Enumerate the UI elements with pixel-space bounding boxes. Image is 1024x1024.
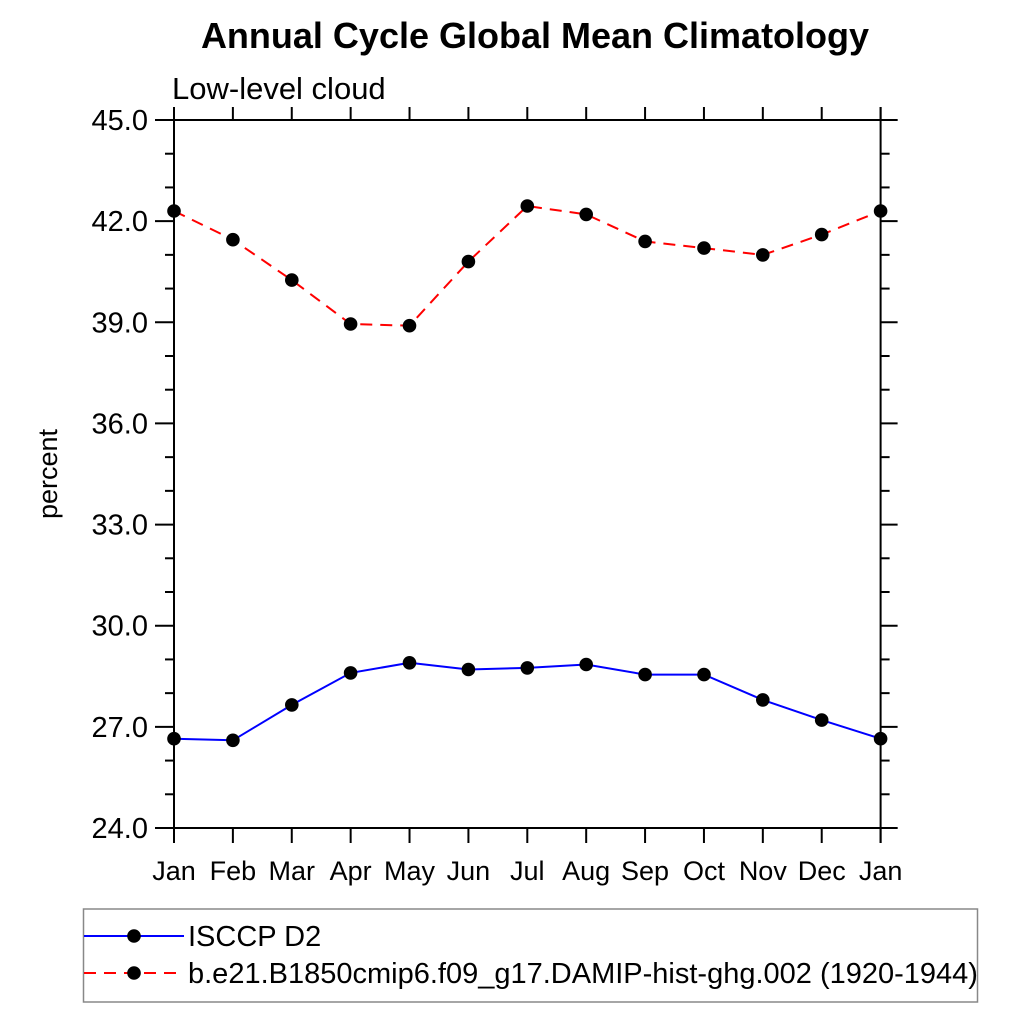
data-point-marker [814,227,829,242]
y-tick-label: 27.0 [92,712,148,744]
legend-entry: ISCCP D2 [84,921,321,953]
data-point-marker [343,317,358,331]
chart-subtitle: Low-level cloud [172,71,386,106]
data-point-marker [402,656,417,670]
data-point-marker [520,199,535,213]
x-tick-label: Aug [562,856,610,886]
y-tick-label: 24.0 [92,813,148,845]
data-point-marker [402,318,417,333]
x-tick-label: Feb [210,856,257,886]
data-point-marker [814,713,829,727]
x-tick-label: Oct [683,856,726,886]
y-tick-label: 33.0 [92,510,148,542]
legend-label: b.e21.B1850cmip6.f09_g17.DAMIP-hist-ghg.… [188,958,978,990]
y-axis-label: percent [33,428,63,519]
series-2 [167,199,888,333]
chart-title: Annual Cycle Global Mean Climatology [201,15,869,56]
legend-label: ISCCP D2 [188,921,321,953]
legend-entry: b.e21.B1850cmip6.f09_g17.DAMIP-hist-ghg.… [84,958,978,990]
data-point-marker [756,248,770,262]
y-tick-label: 45.0 [92,105,148,137]
data-point-marker [873,731,888,746]
data-point-marker [520,661,535,675]
legend: ISCCP D2 b.e21.B1850cmip6.f09_g17.DAMIP-h… [82,908,979,1003]
data-point-marker [226,232,240,247]
data-point-marker [638,667,652,682]
x-tick-label: Nov [739,856,788,886]
data-point-marker [167,204,181,218]
data-point-marker [285,698,299,712]
data-point-marker [697,241,711,255]
series-line [173,204,881,327]
data-point-marker [343,666,358,680]
y-tick-label: 30.0 [92,611,148,643]
x-tick-label: Jan [859,856,903,886]
data-point-marker [697,667,711,682]
data-series [167,199,888,748]
data-point-marker [285,273,299,287]
legend-marker-sample [127,929,141,943]
y-tick-label: 39.0 [92,307,148,339]
data-point-marker [756,693,770,707]
y-tick-label: 42.0 [92,206,148,238]
data-point-marker [579,657,593,672]
data-point-marker [873,204,888,218]
x-tick-label: Jun [447,856,491,886]
data-point-marker [579,207,593,222]
x-tick-label: Jan [152,856,196,886]
data-point-marker [461,662,476,677]
y-tick-labels: 24.0 27.0 30.0 33.0 36.0 39.0 42.0 45.0 [92,105,148,845]
x-tick-label: Mar [269,856,316,886]
x-tick-label: Jul [510,856,545,886]
x-tick-label: Apr [330,856,372,886]
x-tick-label: Sep [621,856,669,886]
data-point-marker [638,234,652,249]
x-tick-label: Dec [798,856,846,886]
data-point-marker [226,733,240,748]
data-point-marker [167,731,181,746]
x-tick-labels: Jan Feb Mar Apr May Jun Jul Aug Sep Oct Nov Dec Jan [152,856,902,886]
legend-marker-sample [127,966,141,980]
series-1 [167,656,888,748]
x-tick-label: May [384,856,436,886]
legend-box [82,908,979,1003]
y-tick-label: 36.0 [92,408,148,440]
data-point-marker [461,254,476,269]
axes-frame [155,107,898,843]
